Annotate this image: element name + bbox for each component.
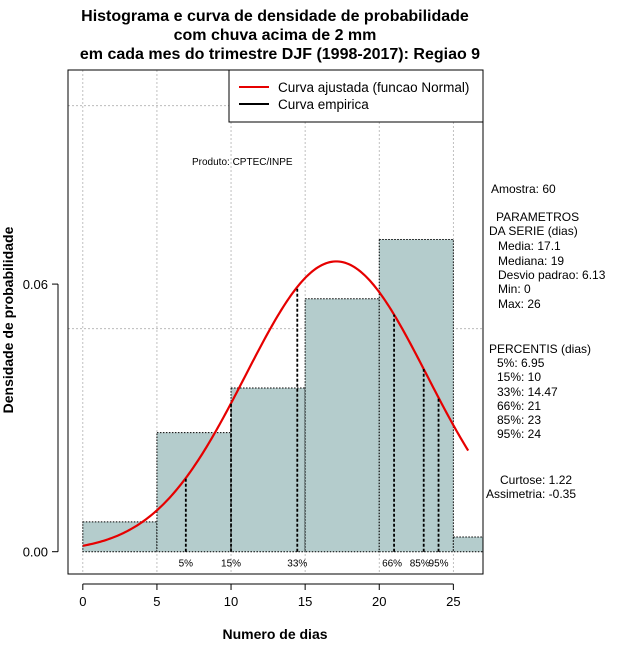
normal-fit-curve (82, 260, 470, 547)
stat-parametros-subtitle: DA SERIE (dias) (489, 224, 578, 238)
histogram-bar (452, 536, 484, 553)
x-axis-label: Numero de dias (222, 626, 327, 642)
histogram-bar (156, 432, 232, 553)
histogram-bar (230, 387, 306, 553)
legend: Curva ajustada (funcao Normal) Curva emp… (228, 69, 484, 123)
stat-max: Max: 26 (498, 297, 541, 311)
percentile-label-66: 66% (382, 559, 402, 570)
y-axis-label: Densidade de probabilidade (0, 226, 16, 413)
legend-label-empirical: Curva empirica (278, 97, 369, 112)
percentile-lines: 5% 15% 33% 66% 85%95% (179, 286, 449, 570)
stat-p33: 33%: 14.47 (497, 385, 558, 399)
histogram-bars (82, 238, 484, 553)
y-tick-label: 0.00 (23, 545, 48, 560)
statistics-panel: Amostra: 60 PARAMETROS DA SERIE (dias) M… (486, 182, 606, 501)
histogram-bar (378, 238, 454, 553)
stat-p85: 85%: 23 (497, 413, 541, 427)
percentile-label-5: 5% (179, 559, 194, 570)
x-tick-label: 15 (298, 594, 312, 609)
normal-fit-curve-group (82, 260, 470, 547)
percentile-label-33: 33% (287, 559, 307, 570)
percentile-label-85: 85% (410, 559, 430, 570)
y-tick-label: 0.06 (23, 277, 48, 292)
product-annotation: Produto: CPTEC/INPE (192, 157, 293, 168)
histogram-bar (304, 298, 380, 553)
stat-p5: 5%: 6.95 (497, 356, 545, 370)
chart-title-line-2: com chuva acima de 2 mm (174, 27, 377, 44)
stat-p95: 95%: 24 (497, 427, 541, 441)
stat-curtose: Curtose: 1.22 (500, 473, 572, 487)
x-tick-label: 5 (153, 594, 160, 609)
legend-box (228, 69, 484, 123)
stat-percentis-title: PERCENTIS (dias) (489, 342, 591, 356)
x-tick-label: 25 (446, 594, 460, 609)
stat-p15: 15%: 10 (497, 370, 541, 384)
histogram-bar (82, 521, 158, 553)
stat-mediana: Mediana: 19 (498, 254, 564, 268)
stat-media: Media: 17.1 (498, 239, 561, 253)
percentile-label-95: 95% (429, 559, 449, 570)
stat-min: Min: 0 (498, 282, 531, 296)
stat-p66: 66%: 21 (497, 399, 541, 413)
chart-title-line-1: Histograma e curva de densidade de proba… (81, 8, 469, 25)
legend-label-fit: Curva ajustada (funcao Normal) (278, 80, 469, 95)
x-tick-label: 0 (79, 594, 86, 609)
x-tick-label: 10 (224, 594, 238, 609)
x-tick-label: 20 (372, 594, 386, 609)
percentile-label-15: 15% (221, 559, 241, 570)
stat-amostra: Amostra: 60 (491, 182, 556, 196)
axes: 0 5 10 15 20 25 0.00 0.06 (23, 277, 461, 609)
stat-parametros-title: PARAMETROS (496, 210, 579, 224)
stat-assimetria: Assimetria: -0.35 (486, 487, 576, 501)
chart-title-line-3: em cada mes do trimestre DJF (1998-2017)… (80, 46, 480, 63)
stat-desvio: Desvio padrao: 6.13 (498, 268, 606, 282)
